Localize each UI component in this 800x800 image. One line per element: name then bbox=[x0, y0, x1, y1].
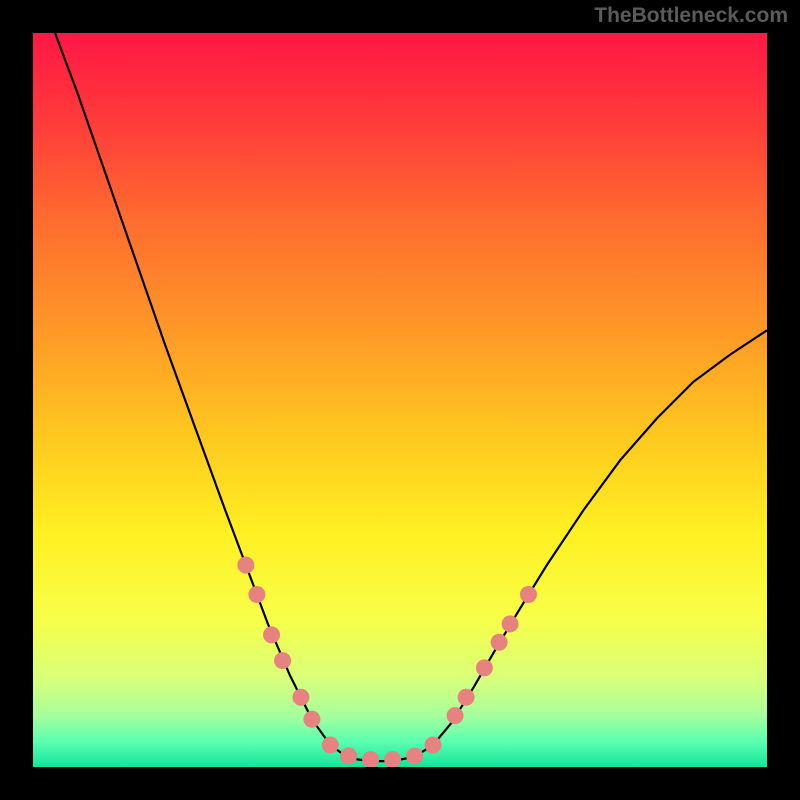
data-marker bbox=[263, 626, 280, 643]
data-marker bbox=[322, 736, 339, 753]
data-marker bbox=[248, 586, 265, 603]
data-marker bbox=[476, 659, 493, 676]
data-marker bbox=[458, 689, 475, 706]
chart-frame: TheBottleneck.com bbox=[0, 0, 800, 800]
data-marker bbox=[274, 652, 291, 669]
data-marker bbox=[292, 689, 309, 706]
data-marker bbox=[340, 747, 357, 764]
data-marker bbox=[406, 747, 423, 764]
data-marker bbox=[303, 711, 320, 728]
data-marker bbox=[237, 557, 254, 574]
data-marker bbox=[520, 586, 537, 603]
data-marker bbox=[425, 736, 442, 753]
watermark-text: TheBottleneck.com bbox=[594, 4, 788, 28]
gradient-background bbox=[33, 33, 767, 767]
plot-svg bbox=[33, 33, 767, 767]
data-marker bbox=[491, 634, 508, 651]
data-marker bbox=[447, 707, 464, 724]
data-marker bbox=[502, 615, 519, 632]
plot-area bbox=[33, 33, 767, 767]
